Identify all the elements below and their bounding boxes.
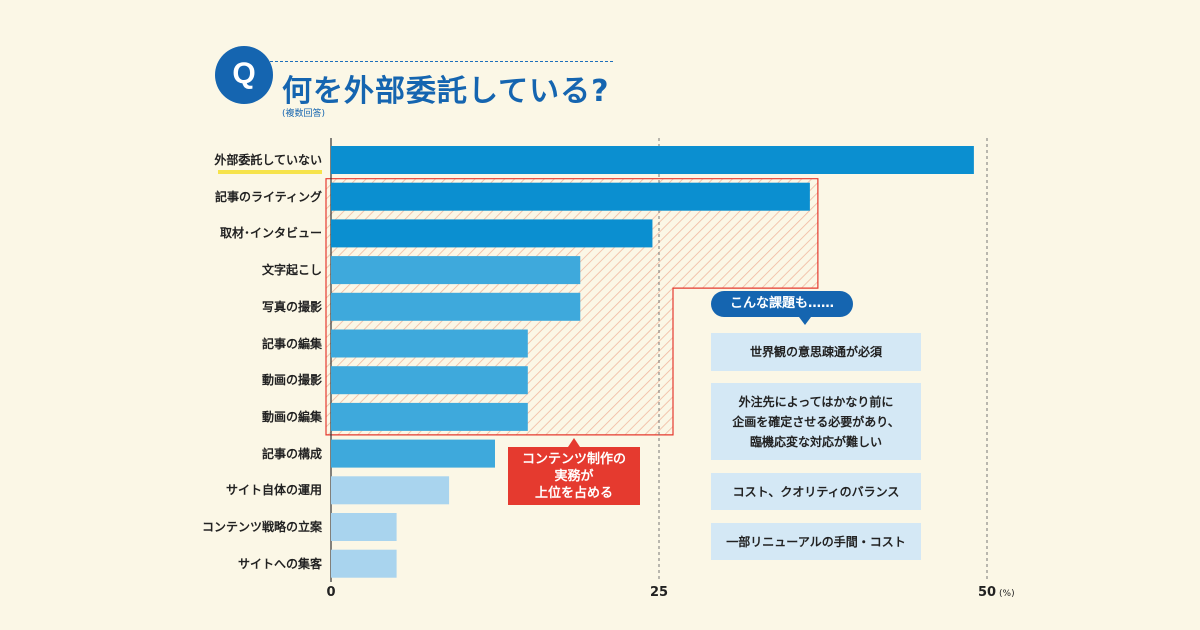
- callout-line: 上位を占める: [534, 486, 613, 501]
- unit-label: (%): [999, 589, 1015, 599]
- bar: [331, 366, 528, 395]
- category-label: 文字起こし: [261, 263, 322, 278]
- category-label: 写真の撮影: [261, 299, 322, 314]
- category-label: 取材･インタビュー: [219, 226, 322, 241]
- callout-line: 実務が: [554, 469, 594, 484]
- issue-line: 世界観の意思疎通が必須: [749, 345, 882, 359]
- q-badge: Q: [215, 46, 273, 104]
- bar: [331, 402, 528, 431]
- issue-line: 外注先によってはかなり前に: [738, 394, 894, 409]
- issue-line: 臨機応変な対応が難しい: [749, 434, 882, 449]
- category-label: 記事の編集: [261, 336, 322, 351]
- issue-box: 一部リニューアルの手間・コスト: [711, 523, 921, 560]
- callout-arrow: [568, 438, 580, 447]
- issues-header-arrow: [799, 317, 811, 325]
- issue-box: コスト、クオリティのバランス: [711, 473, 921, 510]
- bar: [331, 476, 450, 505]
- content-production-callout: コンテンツ制作の 実務が 上位を占める: [508, 438, 640, 505]
- bar: [331, 256, 581, 285]
- bar: [331, 549, 397, 578]
- bar: [331, 182, 810, 211]
- bar: [331, 439, 495, 468]
- category-label: 動画の撮影: [261, 373, 322, 388]
- category-label: サイト自体の運用: [225, 483, 322, 498]
- highlight-underline: [218, 170, 322, 174]
- bar: [331, 292, 581, 321]
- issues-header-badge: こんな課題も……: [711, 291, 853, 325]
- category-label: 外部委託していない: [214, 153, 322, 167]
- title-dashed-line: [270, 61, 613, 62]
- category-label: 記事の構成: [261, 446, 322, 461]
- category-label: コンテンツ戦略の立案: [201, 520, 322, 534]
- chart-title: 何を外部委託している?: [282, 74, 610, 109]
- tick-label: 25: [650, 585, 669, 600]
- bar: [331, 329, 528, 358]
- tick-label: 50: [978, 585, 997, 600]
- issue-box: 世界観の意思疎通が必須: [711, 333, 921, 371]
- issues-header-text: こんな課題も……: [729, 296, 834, 311]
- bar: [331, 219, 653, 248]
- bar: [331, 146, 974, 174]
- issue-line: 一部リニューアルの手間・コスト: [726, 534, 906, 549]
- category-label: 記事のライティング: [214, 189, 322, 204]
- category-label: 動画の編集: [261, 409, 322, 424]
- chart-subtitle: (複数回答): [282, 109, 326, 119]
- issue-line: コスト、クオリティのバランス: [732, 484, 900, 499]
- issue-line: 企画を確定させる必要があり、: [732, 414, 900, 429]
- callout-line: コンテンツ制作の: [521, 452, 626, 467]
- tick-label: 0: [326, 585, 336, 600]
- bar: [331, 513, 397, 541]
- category-label: サイトへの集客: [237, 556, 322, 571]
- issue-box: 外注先によってはかなり前に 企画を確定させる必要があり、 臨機応変な対応が難しい: [711, 383, 921, 460]
